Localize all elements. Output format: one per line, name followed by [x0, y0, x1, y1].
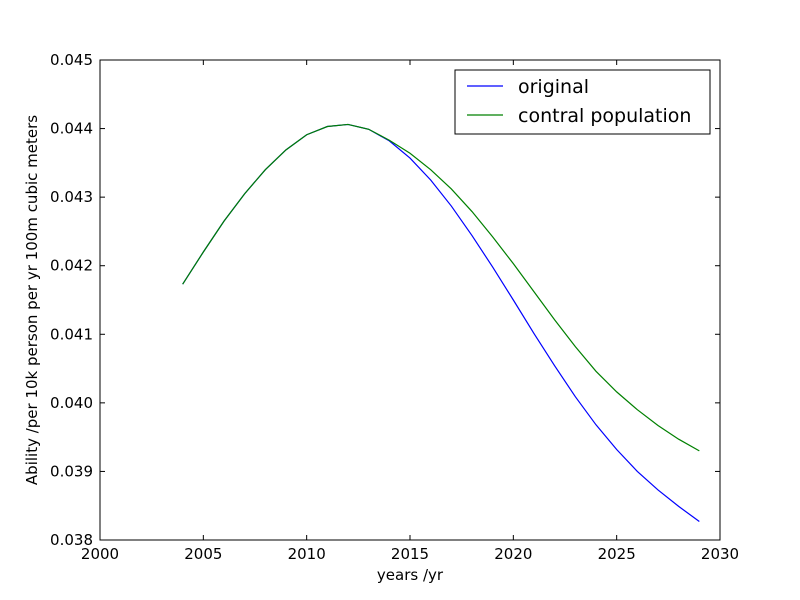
x-axis-label: years /yr [377, 566, 444, 584]
series-line-contral-population [182, 123, 700, 452]
y-tick-label: 0.042 [50, 257, 93, 275]
x-tick-label: 2025 [598, 545, 636, 563]
x-tick-label: 2010 [288, 545, 326, 563]
y-tick-label: 0.039 [50, 462, 93, 480]
y-tick-label: 0.043 [50, 188, 93, 206]
legend: original contral population [454, 69, 711, 135]
legend-label: contral population [518, 105, 691, 127]
legend-label: original [518, 76, 589, 98]
x-tick-label: 2015 [391, 545, 429, 563]
y-axis-label: Ability /per 10k person per yr 100m cubi… [23, 115, 41, 485]
y-tick-label: 0.041 [50, 325, 93, 343]
y-tick-label: 0.044 [50, 120, 93, 138]
x-tick-label: 2030 [701, 545, 739, 563]
y-tick-label: 0.045 [50, 51, 93, 69]
y-tick-label: 0.038 [50, 531, 93, 549]
y-tick-label: 0.040 [50, 394, 93, 412]
series-layer [182, 123, 700, 522]
legend-box [454, 69, 711, 135]
series-line-original [182, 123, 700, 522]
x-axis-ticks: 2000 2005 2010 2015 2020 2025 2030 [81, 60, 739, 563]
x-tick-label: 2020 [494, 545, 532, 563]
y-axis-ticks: 0.038 0.039 0.040 0.041 0.042 0.043 0.044 0.045 [50, 51, 720, 549]
x-tick-label: 2000 [81, 545, 119, 563]
x-tick-label: 2005 [184, 545, 222, 563]
